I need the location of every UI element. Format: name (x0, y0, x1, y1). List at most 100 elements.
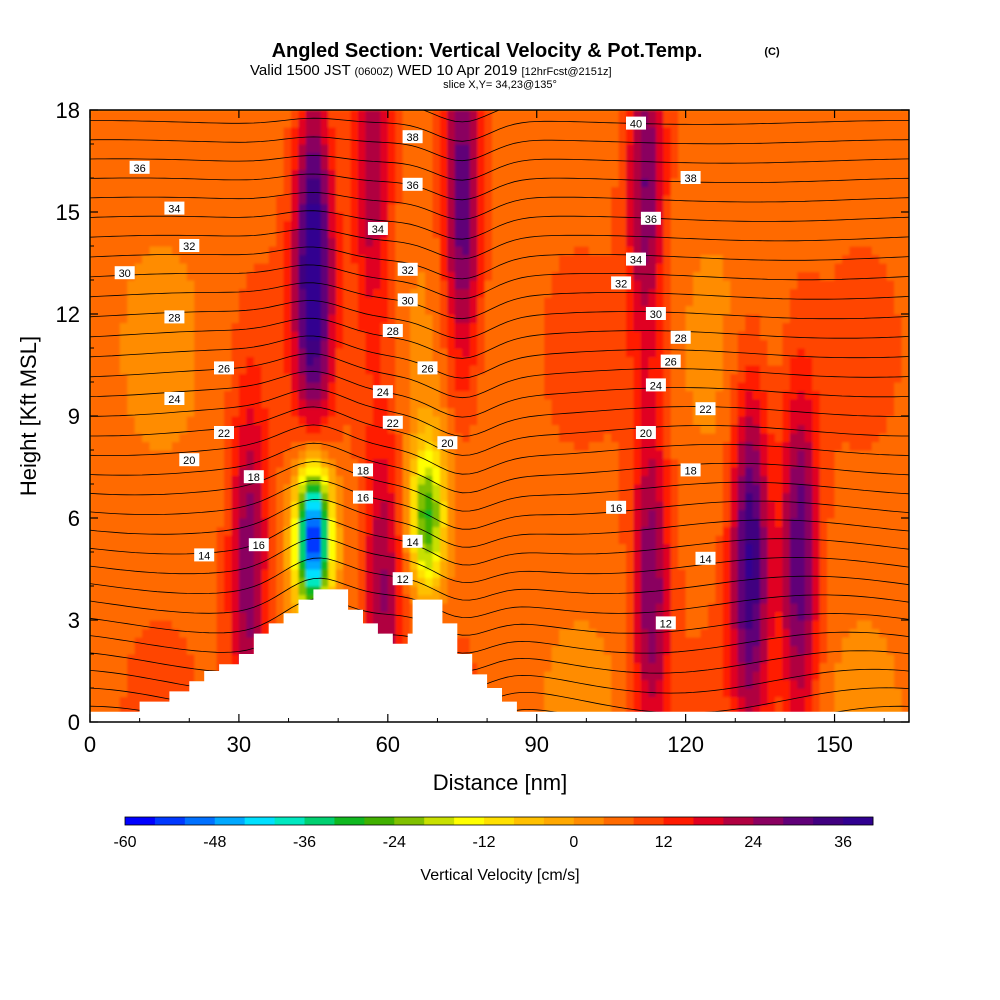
heatmap-cell (462, 526, 471, 536)
heatmap-cell (372, 212, 381, 222)
heatmap-cell (186, 152, 195, 162)
heatmap-cell (171, 169, 180, 179)
heatmap-cell (514, 705, 523, 715)
heatmap-cell (164, 280, 173, 290)
heatmap-cell (425, 110, 434, 120)
heatmap-cell (97, 501, 106, 511)
heatmap-cell (216, 501, 225, 511)
heatmap-cell (149, 526, 158, 536)
heatmap-cell (477, 280, 486, 290)
heatmap-cell (551, 654, 560, 664)
heatmap-cell (559, 322, 568, 332)
heatmap-cell (276, 416, 285, 426)
heatmap-cell (313, 297, 322, 307)
heatmap-cell (566, 229, 575, 239)
heatmap-cell (231, 475, 240, 485)
heatmap-cell (343, 569, 352, 579)
heatmap-cell (261, 339, 270, 349)
heatmap-cell (447, 305, 456, 315)
heatmap-cell (559, 484, 568, 494)
heatmap-cell (529, 569, 538, 579)
heatmap-cell (157, 433, 166, 443)
heatmap-cell (90, 433, 99, 443)
heatmap-cell (298, 535, 307, 545)
heatmap-cell (216, 620, 225, 630)
heatmap-cell (97, 492, 106, 502)
heatmap-cell (559, 552, 568, 562)
heatmap-cell (104, 237, 113, 247)
heatmap-cell (588, 535, 597, 545)
heatmap-cell (596, 280, 605, 290)
heatmap-cell (499, 586, 508, 596)
heatmap-cell (246, 144, 255, 154)
heatmap-cell (171, 535, 180, 545)
heatmap-cell (164, 603, 173, 613)
heatmap-cell (194, 195, 203, 205)
heatmap-cell (372, 331, 381, 341)
heatmap-cell (425, 314, 434, 324)
heatmap-cell (596, 696, 605, 706)
heatmap-cell (268, 586, 277, 596)
heatmap-cell (462, 518, 471, 528)
heatmap-cell (358, 246, 367, 256)
heatmap-cell (343, 186, 352, 196)
heatmap-cell (358, 569, 367, 579)
heatmap-cell (305, 594, 314, 604)
heatmap-cell (410, 594, 419, 604)
heatmap-cell (521, 263, 530, 273)
heatmap-cell (246, 416, 255, 426)
heatmap-cell (283, 467, 292, 477)
heatmap-cell (410, 169, 419, 179)
heatmap-cell (186, 492, 195, 502)
heatmap-cell (134, 518, 143, 528)
heatmap-cell (313, 467, 322, 477)
heatmap-cell (194, 220, 203, 230)
heatmap-cell (231, 628, 240, 638)
heatmap-cell (484, 348, 493, 358)
heatmap-cell (417, 305, 426, 315)
heatmap-cell (529, 679, 538, 689)
heatmap-cell (268, 348, 277, 358)
heatmap-cell (335, 450, 344, 460)
heatmap-cell (328, 237, 337, 247)
heatmap-cell (104, 373, 113, 383)
heatmap-cell (298, 152, 307, 162)
heatmap-cell (529, 186, 538, 196)
heatmap-cell (90, 280, 99, 290)
heatmap-cell (462, 161, 471, 171)
heatmap-cell (186, 203, 195, 213)
heatmap-cell (149, 152, 158, 162)
heatmap-cell (112, 178, 121, 188)
heatmap-cell (90, 552, 99, 562)
heatmap-cell (372, 246, 381, 256)
heatmap-cell (335, 220, 344, 230)
heatmap-cell (90, 475, 99, 485)
heatmap-cell (358, 314, 367, 324)
heatmap-cell (201, 305, 210, 315)
heatmap-cell (544, 705, 553, 715)
heatmap-cell (596, 348, 605, 358)
heatmap-cell (573, 577, 582, 587)
heatmap-cell (536, 543, 545, 553)
heatmap-cell (246, 152, 255, 162)
heatmap-cell (343, 433, 352, 443)
heatmap-cell (119, 237, 128, 247)
heatmap-cell (469, 450, 478, 460)
heatmap-cell (328, 433, 337, 443)
heatmap-cell (454, 152, 463, 162)
heatmap-cell (417, 186, 426, 196)
heatmap-cell (499, 620, 508, 630)
heatmap-cell (395, 135, 404, 145)
heatmap-cell (149, 543, 158, 553)
heatmap-cell (551, 611, 560, 621)
heatmap-cell (261, 628, 270, 638)
heatmap-cell (469, 314, 478, 324)
heatmap-cell (559, 637, 568, 647)
heatmap-cell (224, 450, 233, 460)
heatmap-cell (157, 645, 166, 655)
heatmap-cell (164, 492, 173, 502)
heatmap-cell (112, 229, 121, 239)
heatmap-cell (283, 178, 292, 188)
heatmap-cell (566, 416, 575, 426)
heatmap-cell (119, 314, 128, 324)
